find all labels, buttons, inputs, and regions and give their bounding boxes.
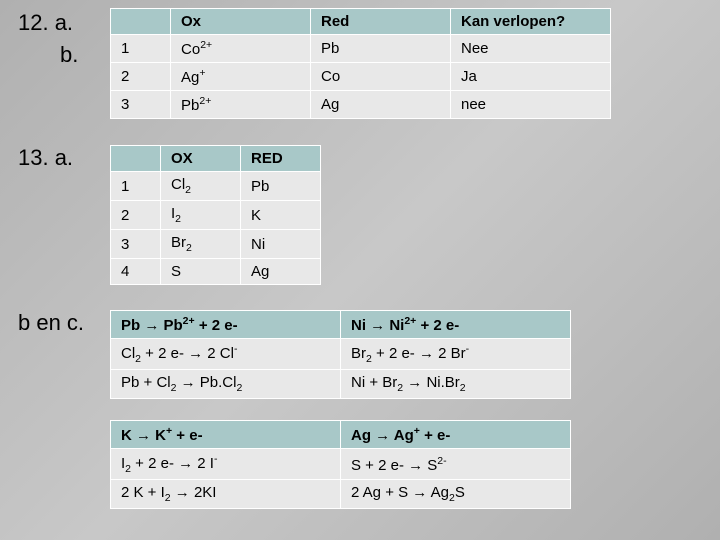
t1-r2c0: 3 bbox=[111, 91, 171, 119]
t2-h2: RED bbox=[241, 146, 321, 172]
t1-r0c3: Nee bbox=[451, 35, 611, 63]
t1-h3: Kan verlopen? bbox=[451, 9, 611, 35]
t1-r0c2: Pb bbox=[311, 35, 451, 63]
t4-r0c0: K → K+ + e- bbox=[111, 421, 341, 449]
label-benc: b en c. bbox=[18, 310, 84, 336]
label-12a: 12. a. bbox=[18, 10, 73, 36]
t1-r1c0: 2 bbox=[111, 63, 171, 91]
t2-r0c0: 1 bbox=[111, 172, 161, 201]
t1-h2: Red bbox=[311, 9, 451, 35]
t2-r3c1: S bbox=[161, 259, 241, 285]
t1-r0c0: 1 bbox=[111, 35, 171, 63]
t1-h1: Ox bbox=[171, 9, 311, 35]
t3-r1c1: Br2 + 2 e- → 2 Br- bbox=[341, 339, 571, 370]
table-12: Ox Red Kan verlopen? 1 Co2+ Pb Nee 2 Ag+… bbox=[110, 8, 611, 119]
t2-r1c2: K bbox=[241, 201, 321, 230]
t2-r2c0: 3 bbox=[111, 230, 161, 259]
t1-r0c1: Co2+ bbox=[171, 35, 311, 63]
t4-r1c0: I2 + 2 e- → 2 I- bbox=[111, 449, 341, 480]
t4-r0c1: Ag → Ag+ + e- bbox=[341, 421, 571, 449]
t2-r0c1: Cl2 bbox=[161, 172, 241, 201]
t2-r3c0: 4 bbox=[111, 259, 161, 285]
t1-r1c3: Ja bbox=[451, 63, 611, 91]
t1-r2c2: Ag bbox=[311, 91, 451, 119]
t1-r1c1: Ag+ bbox=[171, 63, 311, 91]
table-bc-bottom: K → K+ + e- Ag → Ag+ + e- I2 + 2 e- → 2 … bbox=[110, 420, 571, 509]
t4-r1c1: S + 2 e- → S2- bbox=[341, 449, 571, 480]
table-bc-top: Pb → Pb2+ + 2 e- Ni → Ni2+ + 2 e- Cl2 + … bbox=[110, 310, 571, 399]
t4-r2c0: 2 K + I2 → 2KI bbox=[111, 480, 341, 509]
t3-r0c1: Ni → Ni2+ + 2 e- bbox=[341, 311, 571, 339]
t2-r1c0: 2 bbox=[111, 201, 161, 230]
t1-r2c1: Pb2+ bbox=[171, 91, 311, 119]
table-13: OX RED 1 Cl2 Pb 2 I2 K 3 Br2 Ni 4 S Ag bbox=[110, 145, 321, 285]
label-13a: 13. a. bbox=[18, 145, 73, 171]
t3-r2c1: Ni + Br2 → Ni.Br2 bbox=[341, 370, 571, 399]
t1-r1c2: Co bbox=[311, 63, 451, 91]
t2-r2c1: Br2 bbox=[161, 230, 241, 259]
t2-r2c2: Ni bbox=[241, 230, 321, 259]
t3-r0c0: Pb → Pb2+ + 2 e- bbox=[111, 311, 341, 339]
t1-h0 bbox=[111, 9, 171, 35]
t2-h0 bbox=[111, 146, 161, 172]
t1-r2c3: nee bbox=[451, 91, 611, 119]
t4-r2c1: 2 Ag + S → Ag2S bbox=[341, 480, 571, 509]
t3-r2c0: Pb + Cl2 → Pb.Cl2 bbox=[111, 370, 341, 399]
label-12b: b. bbox=[60, 42, 78, 68]
t2-r3c2: Ag bbox=[241, 259, 321, 285]
t2-r0c2: Pb bbox=[241, 172, 321, 201]
t2-r1c1: I2 bbox=[161, 201, 241, 230]
t2-h1: OX bbox=[161, 146, 241, 172]
t3-r1c0: Cl2 + 2 e- → 2 Cl- bbox=[111, 339, 341, 370]
